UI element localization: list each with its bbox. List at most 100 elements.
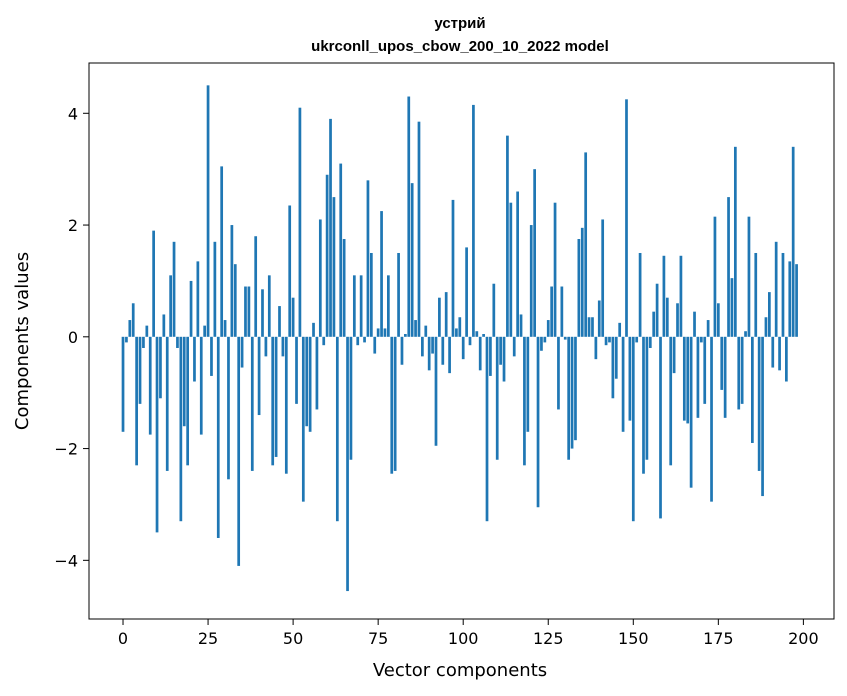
bar — [710, 336, 713, 502]
bar — [614, 336, 618, 379]
bar — [751, 336, 754, 443]
bar — [645, 336, 649, 460]
bar — [400, 336, 404, 365]
bar — [233, 264, 237, 337]
y-tick-label: 2 — [68, 216, 78, 235]
bar — [625, 99, 628, 337]
bar — [329, 118, 332, 337]
bar — [261, 289, 264, 337]
bar — [223, 320, 227, 337]
bar — [281, 336, 285, 357]
bar — [686, 336, 690, 424]
x-tick-label: 150 — [618, 629, 649, 648]
bar — [376, 328, 380, 337]
bar — [451, 199, 455, 337]
bar — [138, 336, 142, 404]
bar — [699, 336, 703, 343]
bar — [227, 336, 230, 480]
bar — [489, 336, 492, 376]
x-tick-label: 175 — [703, 629, 734, 648]
bar — [193, 336, 196, 382]
bar — [584, 152, 588, 337]
bar — [757, 336, 761, 471]
bar — [237, 336, 241, 566]
chart-title: устрий — [434, 15, 485, 32]
y-axis-label: Components values — [12, 252, 33, 430]
bar — [570, 336, 574, 449]
bar — [216, 336, 220, 538]
bar — [618, 322, 622, 337]
bar — [298, 107, 302, 337]
bar — [465, 247, 468, 337]
bar — [264, 336, 268, 357]
bar — [349, 336, 353, 460]
bar — [366, 180, 370, 337]
bar — [142, 336, 145, 348]
bar — [492, 283, 496, 337]
bar — [444, 292, 448, 337]
bar — [196, 261, 200, 337]
bar — [478, 336, 482, 371]
bar — [638, 252, 642, 337]
bar — [648, 336, 652, 348]
bar — [203, 325, 207, 337]
bar — [591, 317, 594, 337]
bar — [553, 202, 557, 337]
bar — [369, 252, 373, 337]
bar — [669, 336, 673, 466]
bar — [495, 336, 499, 460]
plot-frame — [88, 62, 835, 620]
bar — [421, 336, 424, 357]
bar — [523, 336, 526, 466]
bar — [659, 336, 662, 519]
y-tick-label: 0 — [68, 328, 78, 347]
bar — [716, 303, 720, 337]
bar — [499, 336, 502, 365]
bar — [410, 183, 414, 337]
bar — [468, 336, 472, 346]
bar — [271, 336, 275, 466]
bar — [533, 169, 536, 337]
bar — [240, 336, 244, 368]
bar — [594, 336, 598, 360]
bar — [210, 336, 213, 376]
bar — [526, 336, 530, 432]
bar — [506, 135, 509, 337]
bar — [608, 336, 611, 343]
bar — [312, 322, 315, 337]
bar — [733, 146, 737, 337]
bar — [727, 197, 730, 337]
bar — [611, 336, 615, 399]
bar — [771, 336, 775, 368]
bar — [713, 216, 717, 337]
bar — [441, 336, 445, 365]
bar — [485, 336, 489, 522]
bar — [121, 336, 125, 432]
bar — [176, 336, 179, 348]
bar — [540, 336, 543, 351]
bar — [706, 320, 710, 337]
bar — [165, 336, 169, 471]
bar — [482, 334, 485, 337]
bar — [642, 336, 645, 474]
y-tick-label: 4 — [68, 104, 78, 123]
bar — [169, 275, 172, 337]
x-tick-label: 100 — [448, 629, 479, 648]
bar — [455, 328, 458, 337]
bar — [574, 336, 577, 441]
bar — [475, 331, 479, 337]
bar — [631, 336, 635, 522]
bar — [431, 336, 434, 354]
bar — [543, 336, 547, 343]
bar — [529, 225, 533, 337]
bar — [125, 336, 128, 343]
bar — [172, 241, 176, 337]
bar — [342, 239, 346, 337]
bar — [322, 336, 326, 346]
bar — [189, 280, 193, 337]
bar — [295, 336, 298, 404]
bar — [563, 336, 567, 340]
bar — [206, 85, 210, 337]
bar — [774, 241, 778, 337]
